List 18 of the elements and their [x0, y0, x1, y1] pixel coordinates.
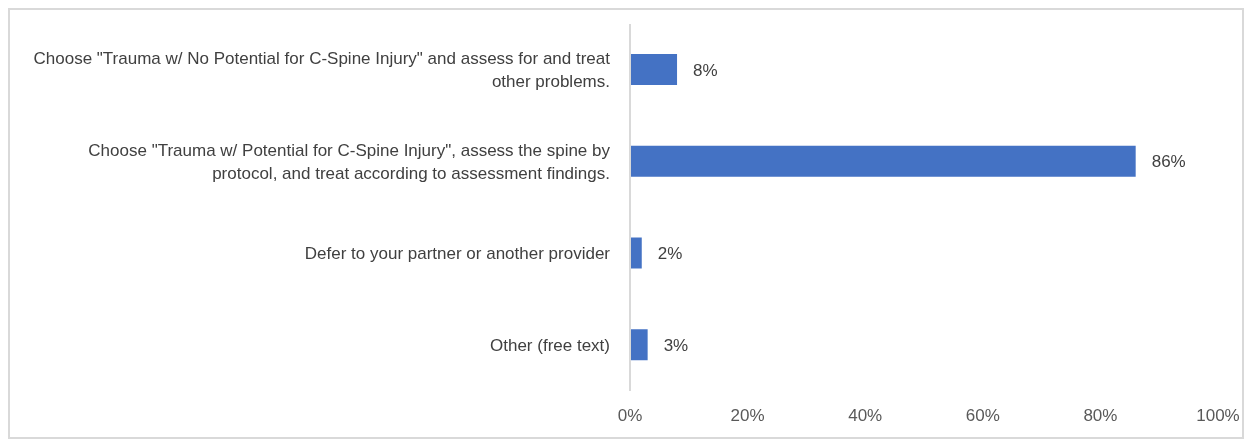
- x-tick-label: 80%: [1083, 406, 1118, 426]
- data-label: 2%: [657, 244, 683, 264]
- data-label: 8%: [693, 60, 718, 80]
- bar: [630, 145, 1136, 177]
- bar: [630, 237, 642, 269]
- x-tick-label: 20%: [730, 406, 765, 426]
- data-label: 86%: [1151, 152, 1186, 172]
- y-tick-label: Other (free text): [490, 336, 610, 356]
- y-tick-label: Choose "Trauma w/ Potential for C-Spine Injury", assess the spine by protocol, and treat according to assessment findings.: [88, 141, 611, 184]
- y-tick-label: Choose "Trauma w/ No Potential for C-Spine Injury" and assess for and treat other problems.: [33, 49, 611, 92]
- y-tick-label: Defer to your partner or another provider: [304, 244, 611, 264]
- x-tick-label: 40%: [848, 406, 883, 426]
- data-label: 3%: [663, 335, 689, 355]
- x-tick-label: 100%: [1196, 406, 1240, 426]
- bar: [630, 329, 648, 361]
- x-tick-label: 0%: [617, 406, 643, 426]
- x-tick-label: 60%: [965, 406, 1000, 426]
- bar: [630, 54, 678, 85]
